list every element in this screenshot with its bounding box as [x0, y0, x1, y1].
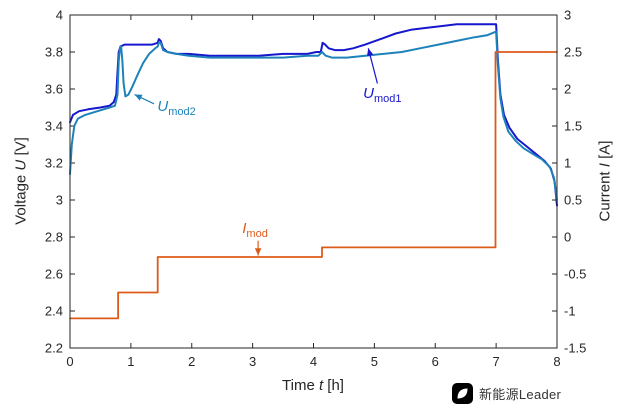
left-y-tick-label: 2.2 [45, 341, 63, 356]
right-y-axis-label-pre: Current [596, 167, 614, 222]
left-y-tick-label: 3.8 [45, 45, 63, 60]
right-y-tick-label: 0 [564, 230, 571, 245]
x-tick-label: 6 [432, 354, 439, 369]
watermark: 新能源Leader [452, 383, 561, 404]
x-tick-label: 0 [66, 354, 73, 369]
right-y-tick-label: 2.5 [564, 45, 582, 60]
right-y-tick-label: 1.5 [564, 119, 582, 134]
left-y-tick-label: 3.2 [45, 156, 63, 171]
annotation-imod-sub: mod [246, 227, 268, 240]
annotation-umod1-sub: mod1 [373, 92, 402, 105]
x-tick-label: 4 [310, 354, 317, 369]
x-tick-label: 2 [188, 354, 195, 369]
x-axis-label-pre: Time [282, 377, 319, 394]
left-y-axis-label-var: U [12, 159, 30, 171]
annotation-umod2-sub: mod2 [168, 105, 196, 118]
x-axis-label-var: t [318, 377, 324, 394]
left-y-tick-label: 2.8 [45, 230, 63, 245]
series-i_mod [69, 51, 558, 320]
annotation-arrowhead-umod1 [366, 48, 374, 57]
annotation-imod: Imod [242, 220, 268, 240]
annotation-umod1: Umod1 [363, 85, 401, 105]
right-y-axis-label: Current I [A] [597, 141, 614, 222]
series-u_mod2 [69, 30, 558, 201]
right-y-axis-label-var: I [596, 163, 614, 168]
x-axis-label: Time t [h] [282, 377, 344, 394]
right-y-tick-label: 2 [564, 82, 571, 97]
right-y-tick-label: -1.5 [564, 341, 586, 356]
left-y-tick-label: 2.6 [45, 267, 63, 282]
right-y-tick-label: 3 [564, 8, 571, 23]
right-y-tick-label: 0.5 [564, 193, 582, 208]
leaf-logo-icon [457, 388, 468, 399]
left-y-tick-label: 3.6 [45, 82, 63, 97]
left-y-tick-label: 4 [56, 8, 63, 23]
axes-box [69, 14, 558, 349]
annotation-arrowhead-imod [254, 248, 262, 256]
x-tick-label: 7 [493, 354, 500, 369]
x-tick-label: 8 [553, 354, 560, 369]
right-y-tick-label: 1 [564, 156, 571, 171]
annotation-umod2: Umod2 [157, 98, 195, 118]
x-tick-label: 1 [127, 354, 134, 369]
right-y-tick-label: -0.5 [564, 267, 586, 282]
annotation-arrowhead-umod2 [134, 94, 143, 101]
left-y-tick-label: 3 [56, 193, 63, 208]
left-y-axis-label: Voltage U [V] [13, 137, 30, 225]
right-y-tick-label: -1 [564, 304, 576, 319]
x-tick-label: 5 [371, 354, 378, 369]
left-y-tick-label: 3.4 [45, 119, 63, 134]
watermark-logo [452, 383, 473, 404]
x-tick-label: 3 [249, 354, 256, 369]
left-y-axis-label-post: [V] [12, 137, 30, 160]
annotation-umod2-var: U [157, 97, 169, 115]
annotation-imod-var: I [242, 219, 247, 237]
annotation-umod1-var: U [363, 84, 374, 102]
x-axis-label-post: [h] [323, 377, 344, 394]
left-y-axis-label-pre: Voltage [12, 170, 30, 225]
watermark-text: 新能源Leader [479, 387, 562, 402]
left-y-tick-label: 2.4 [45, 304, 63, 319]
right-y-axis-label-post: [A] [596, 140, 614, 164]
